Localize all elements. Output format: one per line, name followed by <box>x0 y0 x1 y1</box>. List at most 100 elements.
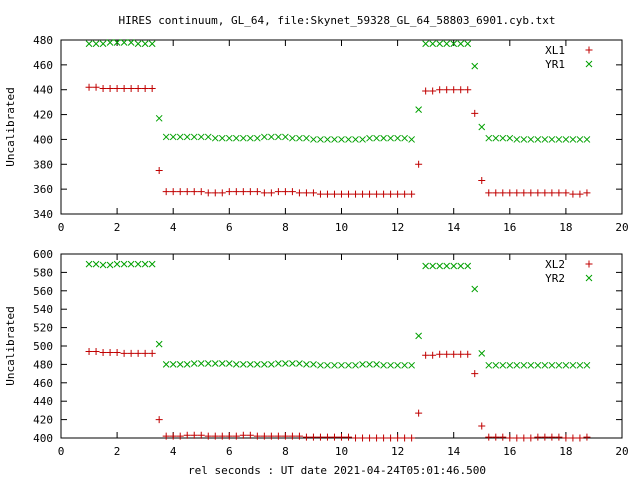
data-point <box>113 348 121 356</box>
y-tick-label: 420 <box>33 109 53 122</box>
x-tick-label: 0 <box>58 445 65 458</box>
x-tick-label: 0 <box>58 221 65 234</box>
data-point <box>576 434 584 442</box>
legend-marker <box>585 274 593 282</box>
data-point <box>541 361 549 369</box>
data-point <box>260 432 268 440</box>
data-point <box>317 136 324 143</box>
data-point <box>520 434 528 442</box>
data-point <box>253 432 261 440</box>
data-point <box>211 360 219 367</box>
data-point <box>155 167 163 174</box>
data-point <box>520 361 528 369</box>
data-point <box>218 134 226 142</box>
data-point <box>183 361 191 368</box>
data-point <box>85 348 93 356</box>
data-point <box>527 361 535 369</box>
data-point <box>99 261 107 269</box>
data-point <box>415 106 422 113</box>
data-point <box>176 432 184 440</box>
data-point <box>268 361 275 368</box>
data-point <box>345 136 352 143</box>
data-point <box>373 134 380 142</box>
x-tick-label: 12 <box>391 221 404 234</box>
data-point <box>148 260 156 268</box>
series-XL1 <box>85 83 591 198</box>
data-point <box>85 260 93 268</box>
chart-title: HIRES continuum, GL_64, file:Skynet_5932… <box>118 14 555 27</box>
data-point <box>338 190 345 198</box>
x-tick-label: 4 <box>170 445 177 458</box>
data-point <box>569 190 577 198</box>
data-point <box>204 133 212 141</box>
data-point <box>127 84 135 92</box>
data-point <box>127 349 135 357</box>
data-point <box>197 188 205 196</box>
data-point <box>323 433 331 441</box>
y-tick-label: 560 <box>33 285 53 298</box>
data-point <box>450 86 458 94</box>
data-point <box>499 134 507 142</box>
data-point <box>373 361 380 368</box>
data-point <box>576 190 584 198</box>
data-point <box>583 136 591 143</box>
data-point <box>253 134 261 142</box>
x-tick-label: 20 <box>615 221 628 234</box>
y-tick-label: 500 <box>33 340 53 353</box>
x-tick-label: 6 <box>226 221 233 234</box>
data-point <box>331 136 338 143</box>
data-point <box>190 188 198 196</box>
legend-label: YR1 <box>545 58 565 71</box>
data-point <box>464 40 472 48</box>
data-point <box>148 84 156 92</box>
data-point <box>548 361 556 369</box>
data-point <box>316 433 324 441</box>
data-point <box>408 190 416 198</box>
y-tick-label: 440 <box>33 395 53 408</box>
data-point <box>520 136 528 143</box>
data-point <box>120 39 128 46</box>
data-point <box>457 86 465 94</box>
data-point <box>366 361 373 368</box>
data-point <box>113 260 121 268</box>
data-point <box>506 434 514 442</box>
data-point <box>429 40 437 48</box>
legend-label: XL1 <box>545 44 565 57</box>
data-point <box>268 133 275 141</box>
data-point <box>345 433 353 441</box>
x-tick-label: 16 <box>503 221 516 234</box>
data-point <box>394 134 401 142</box>
data-point <box>197 360 205 367</box>
data-point <box>380 434 388 442</box>
series-YR1 <box>85 39 591 143</box>
data-point <box>429 262 437 270</box>
data-point <box>92 260 100 268</box>
data-point <box>106 348 114 356</box>
data-point <box>225 432 233 440</box>
data-point <box>113 84 121 92</box>
data-point <box>253 188 261 196</box>
data-point <box>261 361 268 368</box>
data-point <box>106 261 114 269</box>
data-point <box>295 432 303 440</box>
data-point <box>457 40 465 48</box>
data-point <box>253 361 261 368</box>
data-point <box>457 350 465 358</box>
data-point <box>485 361 493 369</box>
data-point <box>534 433 542 441</box>
data-point <box>218 432 226 440</box>
data-point <box>464 262 472 270</box>
data-point <box>513 361 521 369</box>
data-point <box>373 190 381 198</box>
data-point <box>569 136 577 143</box>
x-tick-label: 8 <box>282 221 289 234</box>
data-point <box>366 134 373 142</box>
plot-frame-1 <box>60 39 623 215</box>
legend-label: XL2 <box>545 258 565 271</box>
data-point <box>289 134 296 142</box>
panel-1: 340 360 380 400 420 440 460 480 0 2 4 6 8 10 12 14 16 18 2… <box>4 34 629 234</box>
x-tick-label: 2 <box>114 445 121 458</box>
data-point <box>450 40 458 48</box>
data-point <box>429 351 437 359</box>
data-point <box>387 361 394 369</box>
